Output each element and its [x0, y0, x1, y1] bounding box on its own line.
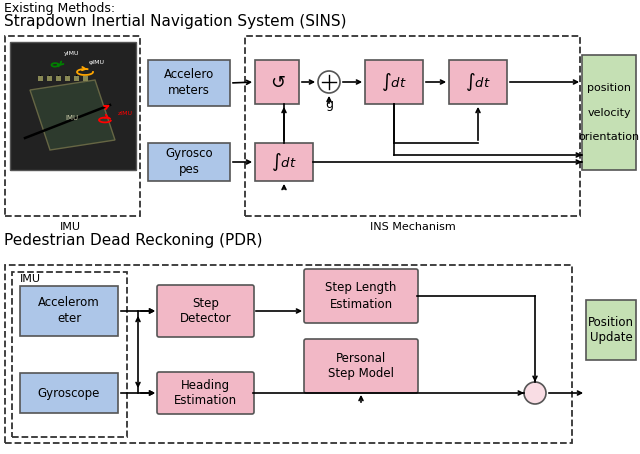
Text: Accelero
meters: Accelero meters	[164, 69, 214, 98]
Text: $\int dt$: $\int dt$	[465, 71, 491, 93]
Bar	[47, 76, 52, 81]
Text: Position
Update: Position Update	[588, 316, 634, 345]
Bar	[449, 60, 507, 104]
Text: $\int dt$: $\int dt$	[271, 151, 297, 173]
Text: yIMU: yIMU	[64, 51, 80, 56]
Bar	[20, 286, 118, 336]
Bar	[65, 76, 70, 81]
Text: zIMU: zIMU	[118, 111, 133, 116]
Text: Heading
Estimation: Heading Estimation	[174, 379, 237, 408]
Text: Personal
Step Model: Personal Step Model	[328, 351, 394, 380]
Bar	[74, 76, 79, 81]
Text: Accelerom
eter: Accelerom eter	[38, 296, 100, 326]
Text: Gyrosco
pes: Gyrosco pes	[165, 148, 213, 177]
Bar	[56, 76, 61, 81]
Bar	[38, 76, 43, 81]
Text: Gyroscope: Gyroscope	[38, 386, 100, 400]
Text: $\circlearrowleft$: $\circlearrowleft$	[268, 73, 287, 91]
FancyBboxPatch shape	[157, 285, 254, 337]
Text: Step
Detector: Step Detector	[180, 296, 231, 326]
Bar	[148, 143, 230, 181]
Text: Pedestrian Dead Reckoning (PDR): Pedestrian Dead Reckoning (PDR)	[4, 233, 262, 248]
Bar	[5, 265, 572, 443]
Text: IMU: IMU	[20, 274, 41, 284]
Bar	[255, 60, 299, 104]
FancyBboxPatch shape	[157, 372, 254, 414]
Bar	[12, 272, 127, 437]
Bar	[10, 42, 136, 170]
Text: Existing Methods:: Existing Methods:	[4, 2, 115, 15]
Bar	[245, 36, 580, 216]
Bar	[586, 300, 636, 360]
Bar	[148, 60, 230, 106]
Text: φIMU: φIMU	[89, 60, 105, 65]
Text: IMU: IMU	[65, 115, 79, 121]
Polygon shape	[30, 80, 115, 150]
FancyBboxPatch shape	[304, 269, 418, 323]
FancyBboxPatch shape	[304, 339, 418, 393]
Bar	[5, 36, 140, 216]
Bar	[20, 373, 118, 413]
Bar	[255, 143, 313, 181]
Text: g: g	[325, 98, 333, 111]
Bar	[582, 55, 636, 170]
Circle shape	[524, 382, 546, 404]
Text: position

velocity

orientation: position velocity orientation	[579, 83, 639, 142]
Text: Strapdown Inertial Navigation System (SINS): Strapdown Inertial Navigation System (SI…	[4, 14, 346, 29]
Bar	[365, 60, 423, 104]
Bar	[83, 76, 88, 81]
Text: Step Length
Estimation: Step Length Estimation	[325, 281, 397, 311]
Text: IMU: IMU	[60, 222, 81, 232]
Circle shape	[318, 71, 340, 93]
Text: INS Mechanism: INS Mechanism	[370, 222, 456, 232]
Text: $\int dt$: $\int dt$	[381, 71, 407, 93]
